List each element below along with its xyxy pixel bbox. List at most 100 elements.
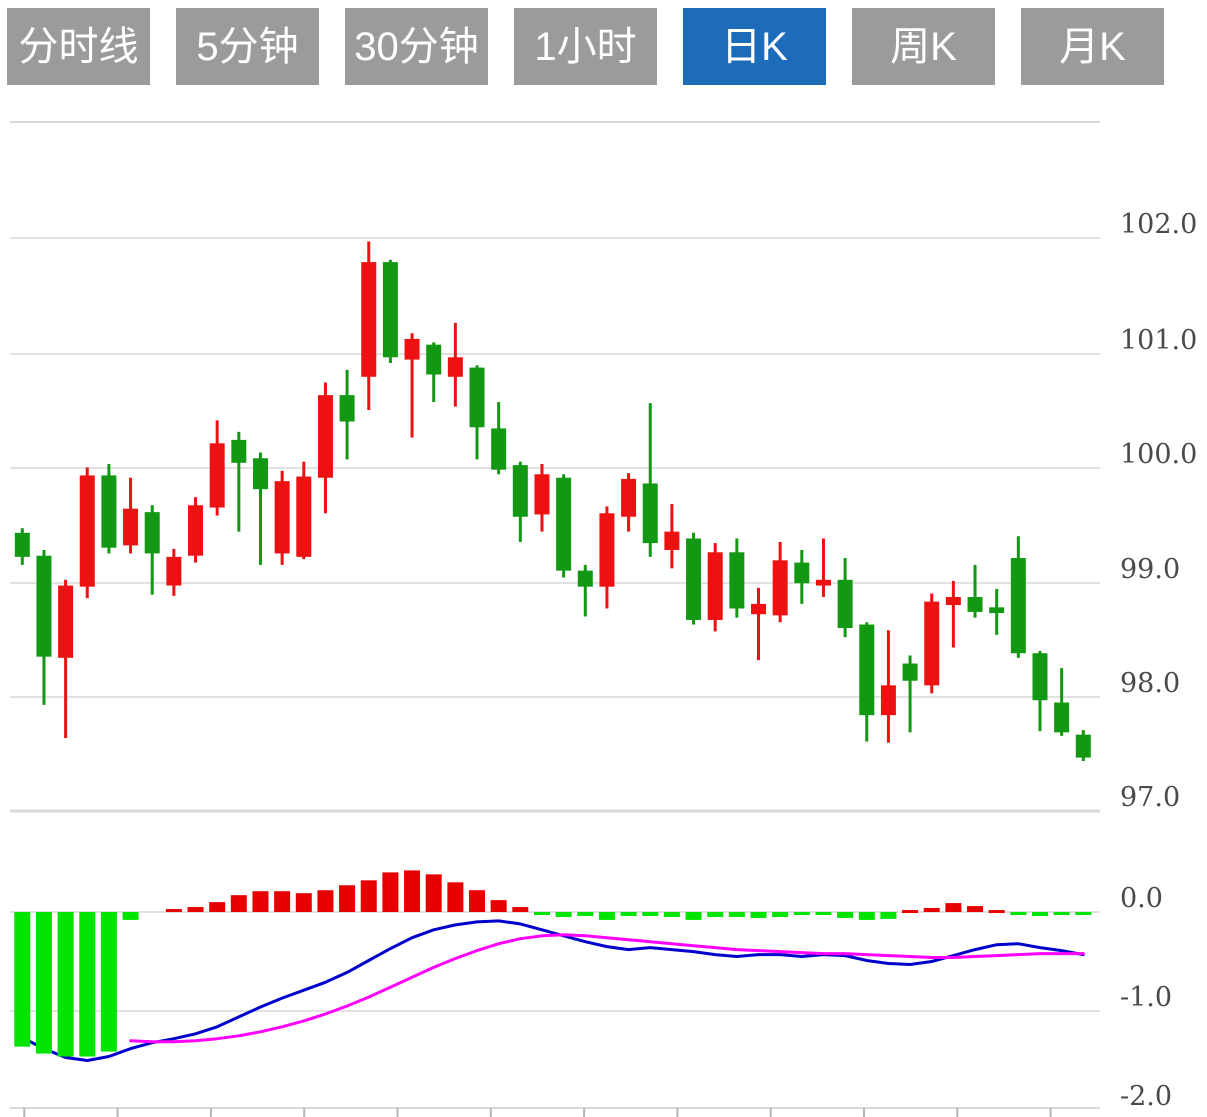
candle xyxy=(166,548,182,596)
candle xyxy=(79,467,95,599)
candle xyxy=(144,505,160,595)
macd-bar xyxy=(187,907,204,912)
candle xyxy=(534,463,550,532)
candle xyxy=(469,365,485,460)
candle xyxy=(815,538,831,598)
candle xyxy=(58,579,74,739)
candle xyxy=(577,564,593,617)
macd-bar xyxy=(274,891,291,912)
candle xyxy=(1075,730,1091,762)
macd-bar xyxy=(490,900,507,912)
candle xyxy=(1054,668,1070,736)
tab-monthly-k[interactable]: 月K xyxy=(1021,8,1164,85)
macd-axis-label: 0.0 xyxy=(1120,883,1163,914)
macd-bar xyxy=(945,903,962,912)
candle xyxy=(188,497,204,563)
candle xyxy=(231,431,247,532)
candle xyxy=(447,322,463,407)
macd-bar xyxy=(988,910,1005,914)
tab-daily-k[interactable]: 日K xyxy=(683,8,826,85)
candle xyxy=(707,543,723,632)
macd-bar xyxy=(404,870,421,912)
macd-bar xyxy=(663,912,680,917)
candle xyxy=(642,403,658,557)
tab-weekly-k[interactable]: 周K xyxy=(852,8,995,85)
tab-5min[interactable]: 5分钟 xyxy=(176,8,319,85)
candle xyxy=(36,549,52,705)
candle xyxy=(837,558,853,638)
candle xyxy=(14,528,30,565)
macd-bar xyxy=(577,912,594,916)
macd-bar xyxy=(209,902,226,912)
price-axis-label: 99.0 xyxy=(1120,554,1181,585)
tab-1hour[interactable]: 1小时 xyxy=(514,8,657,85)
candle xyxy=(859,622,875,742)
macd-bar xyxy=(1010,912,1027,915)
macd-bar xyxy=(425,874,442,912)
macd-bar xyxy=(923,908,940,912)
macd-bar xyxy=(79,912,96,1057)
macd-dea-line xyxy=(129,933,1085,1044)
candle xyxy=(599,506,615,609)
candle xyxy=(945,580,961,648)
candle xyxy=(404,333,420,438)
candle xyxy=(880,630,896,743)
tab-30min[interactable]: 30分钟 xyxy=(345,8,488,85)
price-axis-label: 102.0 xyxy=(1120,209,1198,240)
candle xyxy=(512,461,528,542)
candle xyxy=(989,588,1005,635)
candle xyxy=(252,452,268,565)
candle xyxy=(382,259,398,364)
period-tabbar: 分时线 5分钟 30分钟 1小时 日K 周K 月K xyxy=(7,8,1164,85)
price-axis-label: 100.0 xyxy=(1120,439,1198,470)
macd-bar xyxy=(339,885,356,912)
macd-bar xyxy=(1053,912,1070,915)
macd-bar xyxy=(620,912,637,916)
candle xyxy=(274,470,290,565)
price-axis-label: 97.0 xyxy=(1120,782,1181,813)
macd-bar xyxy=(793,912,810,915)
candle xyxy=(123,477,139,554)
tab-timeshare-line[interactable]: 分时线 xyxy=(7,8,150,85)
macd-bar xyxy=(533,912,550,915)
candle xyxy=(751,587,767,661)
macd-bar xyxy=(707,912,724,917)
macd-bar xyxy=(252,891,269,912)
macd-bar xyxy=(880,912,897,919)
macd-bar xyxy=(122,912,139,920)
macd-bar xyxy=(100,912,117,1052)
macd-bar xyxy=(447,882,464,912)
price-axis-label: 98.0 xyxy=(1120,668,1181,699)
candle xyxy=(1010,536,1026,658)
macd-histogram xyxy=(14,870,1092,1057)
macd-bar xyxy=(728,912,745,917)
macd-bar xyxy=(555,912,572,917)
candle xyxy=(491,402,507,475)
macd-bar xyxy=(1031,912,1048,916)
candle xyxy=(772,541,788,623)
macd-bar xyxy=(382,872,399,912)
macd-bar xyxy=(230,895,247,912)
candle xyxy=(426,342,442,403)
candle xyxy=(664,504,680,569)
candle xyxy=(967,564,983,618)
price-axis-label: 101.0 xyxy=(1120,325,1198,356)
macd-bar xyxy=(598,912,615,920)
candle xyxy=(794,549,810,604)
macd-bar xyxy=(902,910,919,914)
candle xyxy=(556,474,572,578)
macd-bar xyxy=(360,880,377,912)
macd-bar xyxy=(469,890,486,912)
candle xyxy=(339,369,355,460)
x-axis-ticks xyxy=(23,1108,1052,1117)
macd-bar xyxy=(772,912,789,917)
candle xyxy=(686,532,702,625)
macd-axis-label: -2.0 xyxy=(1120,1081,1173,1112)
macd-bar xyxy=(317,890,334,912)
macd-bar xyxy=(295,893,312,912)
candle xyxy=(209,420,225,516)
macd-bar xyxy=(57,912,74,1057)
candle xyxy=(296,461,312,560)
candle xyxy=(1032,650,1048,732)
